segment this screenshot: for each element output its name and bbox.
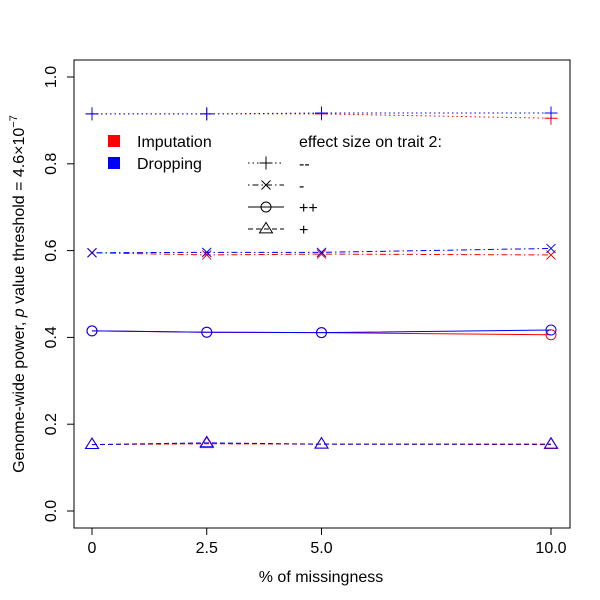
method-legend: Imputation Dropping [108,134,212,173]
data-point [87,247,97,258]
legend-label-imputation: Imputation [137,134,212,151]
x-tick-label: 10.0 [535,540,566,557]
effect-legend-label: -- [299,156,310,173]
data-point [316,249,327,259]
effect-legend-label: ++ [299,200,318,217]
data-point [546,243,556,254]
data-point [84,437,100,449]
series-dropping-circle [86,324,557,339]
data-point [545,324,557,336]
y-axis-label: Genome-wide power, p value threshold = 4… [8,115,28,473]
legend-swatch-dropping [108,157,120,169]
legend-marker-plus [259,156,273,170]
legend-swatch-imputation [108,135,120,147]
data-point [84,437,100,449]
effect-legend-title: effect size on trait 2: [299,134,442,151]
series-imputation-triangle [84,436,559,449]
effect-legend-label: - [299,178,304,195]
y-tick-label: 0.4 [43,326,60,348]
y-axis-ticks: 0.0 0.2 0.4 0.6 0.8 1.0 [43,66,74,522]
series-imputation-cross [87,247,556,260]
x-tick-label: 5.0 [310,540,332,557]
data-point [543,436,559,449]
series-dropping-cross [87,243,556,258]
y-tick-label: 0.0 [43,500,60,522]
series-line [91,442,551,446]
data-point [315,106,328,120]
data-point [200,107,214,121]
x-axis-label: % of missingness [259,569,384,586]
series-line [91,252,552,256]
data-point [316,327,327,339]
legend-marker-circle [260,201,272,213]
data-point [544,106,558,120]
y-tick-label: 0.2 [43,413,60,435]
series-line [91,329,552,334]
data-series [84,106,559,449]
y-tick-label: 0.8 [43,153,60,175]
x-tick-label: 2.5 [196,540,218,557]
series-dropping-triangle [84,435,559,449]
legend-label-dropping: Dropping [137,156,202,173]
data-point [543,437,559,449]
y-tick-label: 0.6 [43,239,60,261]
data-point [86,325,98,337]
data-point [199,435,215,448]
x-tick-label: 0 [88,540,97,557]
data-point [201,247,212,258]
legend-marker-cross [261,180,271,190]
series-dropping-plus [85,106,558,121]
data-point [201,326,213,338]
data-point [314,436,329,449]
plot-frame [73,59,571,529]
data-point [316,247,327,258]
effect-legend: effect size on trait 2: -- - ++ + [248,134,442,239]
data-point [314,436,329,449]
series-line [92,112,551,115]
y-tick-label: 1.0 [43,66,60,88]
legend-marker-triangle [258,221,274,234]
data-point [545,329,557,341]
series-line [91,247,552,254]
x-axis-ticks: 0 2.5 5.0 10.0 [88,528,567,557]
effect-legend-label: + [299,222,308,239]
data-point [85,107,99,121]
